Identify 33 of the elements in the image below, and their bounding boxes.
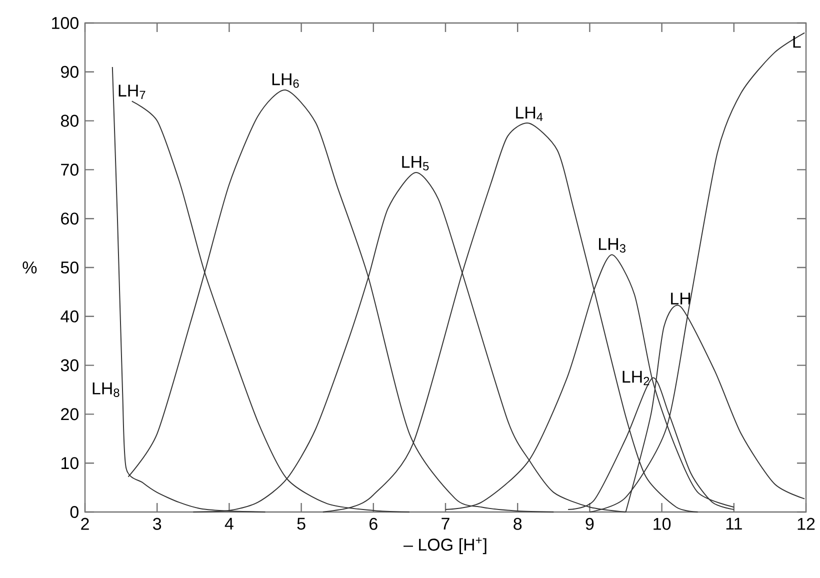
y-tick-label: 20 [61, 408, 78, 420]
x-tick-label: 5 [297, 518, 306, 530]
y-tick-label: 100 [52, 16, 78, 30]
x-tick-label: 3 [153, 518, 162, 530]
x-tick-label: 6 [370, 518, 378, 530]
y-tick-label: 0 [70, 506, 78, 518]
y-tick-label: 90 [61, 66, 78, 78]
series-label: LH$_{3}$ [599, 238, 626, 253]
y-tick-label: 60 [61, 212, 78, 225]
y-axis-title: % [22, 262, 37, 274]
series-label: LH$_{4}$ [516, 106, 543, 122]
y-tick-label: 40 [60, 310, 78, 322]
y-tick-label: 80 [60, 114, 78, 127]
series-label: LH$_{2}$ [622, 370, 650, 386]
y-tick-label: 30 [60, 359, 78, 372]
series-label: LH$_{7}$ [118, 84, 146, 100]
x-tick-label: 7 [442, 518, 450, 530]
x-tick-label: 4 [224, 518, 234, 530]
x-axis-title: – LOG [H$^{+}$] [404, 537, 486, 554]
series-label: LH$_{5}$ [402, 156, 429, 170]
y-tick-label: 10 [62, 457, 78, 470]
series-label: LH [671, 292, 690, 304]
y-tick-label: 70 [61, 164, 78, 176]
x-tick-label: 11 [726, 518, 742, 530]
series-label: LH$_{8}$ [92, 382, 120, 397]
x-tick-label: 2 [81, 518, 89, 530]
x-tick-label: 12 [798, 518, 815, 530]
series-label: LH$_{6}$ [272, 73, 299, 88]
x-tick-label: 8 [514, 518, 522, 530]
x-tick-label: 10 [654, 518, 671, 530]
y-tick-label: 50 [60, 261, 78, 274]
x-tick-label: 9 [586, 518, 594, 530]
series-label: L [793, 36, 801, 48]
